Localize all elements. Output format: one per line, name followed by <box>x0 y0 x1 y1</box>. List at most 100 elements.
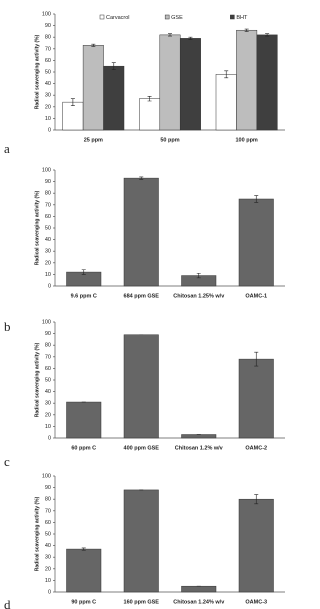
y-tick-label: 100 <box>42 473 51 479</box>
error-bar <box>81 547 86 551</box>
y-tick-label: 80 <box>45 343 51 349</box>
error-bar <box>91 43 96 47</box>
y-axis-title: Radical scavenging activity (%) <box>34 342 40 417</box>
y-tick-label: 50 <box>45 531 51 537</box>
y-tick-label: 80 <box>45 35 51 41</box>
x-tick-label: Chitosan 1.24% w/v <box>173 599 225 605</box>
bar <box>123 177 159 287</box>
error-bar <box>254 195 259 203</box>
y-tick-label: 100 <box>42 167 51 173</box>
y-tick-label: 60 <box>45 58 51 64</box>
legend-swatch <box>164 14 170 20</box>
panel-label: c <box>4 454 10 469</box>
bar <box>181 434 217 439</box>
y-tick-label: 20 <box>45 412 51 418</box>
x-tick-label: 25 ppm <box>84 137 103 143</box>
y-tick-label: 40 <box>45 389 51 395</box>
x-tick-label: 100 ppm <box>236 137 258 143</box>
y-tick-label: 20 <box>45 566 51 572</box>
y-tick-label: 20 <box>45 104 51 110</box>
y-tick-label: 30 <box>45 249 51 255</box>
panel-label: d <box>4 597 11 609</box>
bar <box>181 585 217 593</box>
y-tick-label: 60 <box>45 366 51 372</box>
y-tick-label: 10 <box>45 116 51 122</box>
bar <box>159 34 181 131</box>
y-tick-label: 20 <box>45 260 51 266</box>
y-tick-label: 60 <box>45 520 51 526</box>
panel-label: a <box>4 141 10 156</box>
x-tick-label: 90 ppm C <box>71 599 96 605</box>
y-axis-title: Radical scavenging activity (%) <box>34 34 40 109</box>
x-tick-label: OAMC-2 <box>245 445 267 451</box>
x-tick-label: Chitosan 1.2% w/v <box>175 445 224 451</box>
error-bar <box>139 176 144 180</box>
y-axis-title: Radical scavenging activity (%) <box>34 496 40 571</box>
legend-label: BHT <box>236 15 248 21</box>
bar <box>62 101 84 131</box>
y-tick-label: 10 <box>45 424 51 430</box>
y-tick-label: 60 <box>45 214 51 220</box>
y-tick-label: 0 <box>48 589 51 595</box>
x-tick-label: 400 ppm GSE <box>124 445 160 451</box>
error-bar <box>81 269 86 275</box>
y-tick-label: 70 <box>45 354 51 360</box>
y-tick-label: 30 <box>45 93 51 99</box>
error-bar <box>254 351 259 367</box>
x-tick-label: OAMC-3 <box>245 599 267 605</box>
bar <box>66 401 102 439</box>
error-bar <box>244 28 249 32</box>
y-tick-label: 40 <box>45 543 51 549</box>
bar <box>215 74 237 131</box>
y-tick-label: 40 <box>45 81 51 87</box>
legend-swatch <box>99 14 105 20</box>
y-axis-title: Radical scavenging activity (%) <box>34 190 40 265</box>
y-tick-label: 90 <box>45 23 51 29</box>
x-tick-label: 684 ppm GSE <box>124 293 160 299</box>
bar <box>82 45 104 131</box>
y-tick-label: 70 <box>45 46 51 52</box>
bar <box>256 34 278 131</box>
y-tick-label: 30 <box>45 401 51 407</box>
y-tick-label: 90 <box>45 485 51 491</box>
bar <box>123 334 159 439</box>
bar <box>123 489 159 593</box>
error-bar <box>196 272 201 279</box>
bar <box>179 38 201 131</box>
bar <box>139 98 161 131</box>
panel-label: b <box>4 319 11 334</box>
legend-swatch <box>230 14 235 20</box>
y-tick-label: 100 <box>42 319 51 325</box>
y-tick-label: 80 <box>45 497 51 503</box>
y-tick-label: 40 <box>45 237 51 243</box>
bar <box>238 198 274 287</box>
y-tick-label: 70 <box>45 202 51 208</box>
y-tick-label: 100 <box>42 11 51 17</box>
bar <box>103 65 125 131</box>
error-bar <box>188 36 193 40</box>
y-tick-label: 90 <box>45 331 51 337</box>
x-tick-label: 50 ppm <box>160 137 179 143</box>
y-tick-label: 50 <box>45 225 51 231</box>
x-tick-label: OAMC-1 <box>245 293 267 299</box>
x-tick-label: Chitosan 1.25% w/v <box>173 293 225 299</box>
bar <box>238 498 274 593</box>
y-tick-label: 0 <box>48 127 51 133</box>
error-bar <box>265 33 270 37</box>
x-tick-label: 160 ppm GSE <box>124 599 160 605</box>
legend-label: GSE <box>171 15 183 21</box>
y-tick-label: 90 <box>45 179 51 185</box>
y-tick-label: 0 <box>48 435 51 441</box>
y-tick-label: 80 <box>45 191 51 197</box>
y-tick-label: 10 <box>45 578 51 584</box>
bar <box>238 358 274 439</box>
x-tick-label: 9.6 ppm C <box>71 293 97 299</box>
y-tick-label: 50 <box>45 377 51 383</box>
y-tick-label: 70 <box>45 508 51 514</box>
error-bar <box>254 494 259 505</box>
y-tick-label: 0 <box>48 283 51 289</box>
bar <box>66 548 102 593</box>
y-tick-label: 50 <box>45 69 51 75</box>
y-tick-label: 30 <box>45 555 51 561</box>
